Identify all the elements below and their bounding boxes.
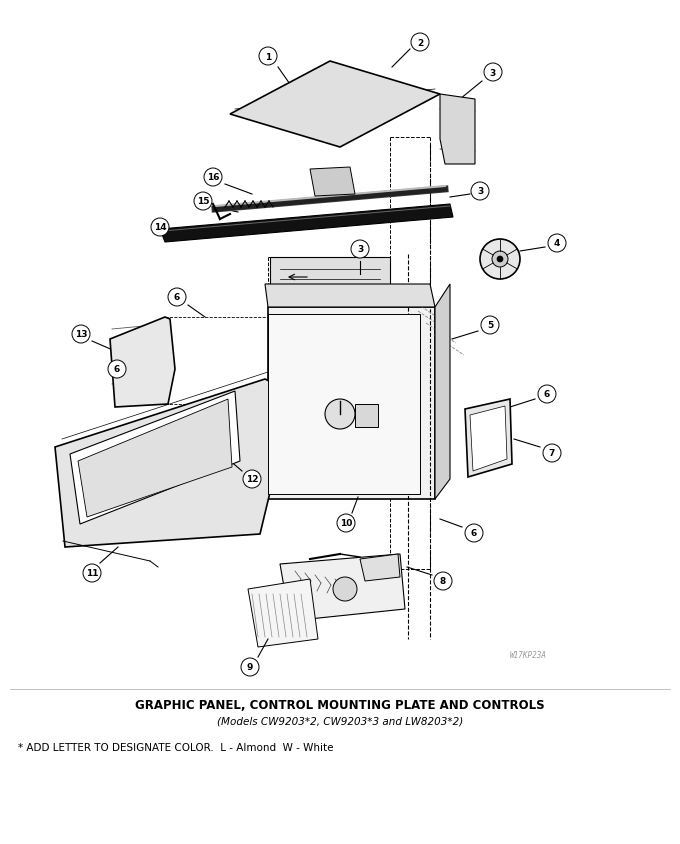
Text: 9: 9 <box>247 663 253 672</box>
Polygon shape <box>265 284 435 307</box>
Polygon shape <box>435 284 450 500</box>
Polygon shape <box>55 380 278 548</box>
Text: 14: 14 <box>154 223 167 232</box>
Circle shape <box>465 524 483 543</box>
Text: 1: 1 <box>265 52 271 62</box>
Text: * ADD LETTER TO DESIGNATE COLOR.  L - Almond  W - White: * ADD LETTER TO DESIGNATE COLOR. L - Alm… <box>18 742 333 752</box>
Text: 6: 6 <box>544 390 550 399</box>
Circle shape <box>204 169 222 187</box>
Text: 3: 3 <box>477 187 483 197</box>
Polygon shape <box>248 579 318 647</box>
Polygon shape <box>360 555 400 582</box>
Circle shape <box>411 34 429 52</box>
Text: 2: 2 <box>417 39 423 47</box>
Circle shape <box>484 64 502 82</box>
Text: 6: 6 <box>114 365 120 374</box>
Circle shape <box>480 240 520 279</box>
Polygon shape <box>78 399 232 517</box>
Circle shape <box>497 257 503 262</box>
Text: 16: 16 <box>207 173 219 182</box>
Circle shape <box>243 470 261 489</box>
Circle shape <box>492 252 508 268</box>
Circle shape <box>259 48 277 66</box>
Text: 8: 8 <box>440 576 446 586</box>
Circle shape <box>337 514 355 533</box>
Circle shape <box>108 360 126 379</box>
Polygon shape <box>70 392 240 524</box>
Text: 11: 11 <box>86 569 98 578</box>
Polygon shape <box>280 555 405 621</box>
Circle shape <box>434 572 452 590</box>
Polygon shape <box>268 307 435 500</box>
Text: W17KP23A: W17KP23A <box>510 650 547 659</box>
Polygon shape <box>268 315 420 495</box>
Circle shape <box>548 235 566 252</box>
Circle shape <box>194 192 212 211</box>
Text: 7: 7 <box>549 449 555 458</box>
Circle shape <box>351 241 369 259</box>
Text: 3: 3 <box>357 246 363 254</box>
Text: 6: 6 <box>174 293 180 302</box>
Circle shape <box>151 219 169 236</box>
Polygon shape <box>310 168 355 197</box>
Circle shape <box>325 399 355 430</box>
Circle shape <box>538 386 556 403</box>
Polygon shape <box>465 399 512 478</box>
Polygon shape <box>110 317 175 408</box>
Polygon shape <box>230 62 440 148</box>
Circle shape <box>72 326 90 344</box>
Polygon shape <box>440 95 475 165</box>
Polygon shape <box>470 407 507 472</box>
Text: 12: 12 <box>245 475 258 484</box>
Text: 4: 4 <box>554 239 560 248</box>
Text: 5: 5 <box>487 321 493 330</box>
Circle shape <box>543 445 561 463</box>
Text: 10: 10 <box>340 519 352 528</box>
Text: (Models CW9203*2, CW9203*3 and LW8203*2): (Models CW9203*2, CW9203*3 and LW8203*2) <box>217 717 463 726</box>
Text: 15: 15 <box>197 197 209 206</box>
Circle shape <box>83 565 101 582</box>
Circle shape <box>333 577 357 601</box>
Polygon shape <box>160 205 453 243</box>
Circle shape <box>481 316 499 334</box>
Circle shape <box>241 658 259 676</box>
Circle shape <box>168 289 186 306</box>
Text: 13: 13 <box>75 330 87 339</box>
Circle shape <box>471 183 489 201</box>
Polygon shape <box>355 404 378 428</box>
Polygon shape <box>270 257 390 310</box>
Text: 6: 6 <box>471 529 477 538</box>
Text: GRAPHIC PANEL, CONTROL MOUNTING PLATE AND CONTROLS: GRAPHIC PANEL, CONTROL MOUNTING PLATE AN… <box>135 699 545 711</box>
Text: 3: 3 <box>490 68 496 78</box>
